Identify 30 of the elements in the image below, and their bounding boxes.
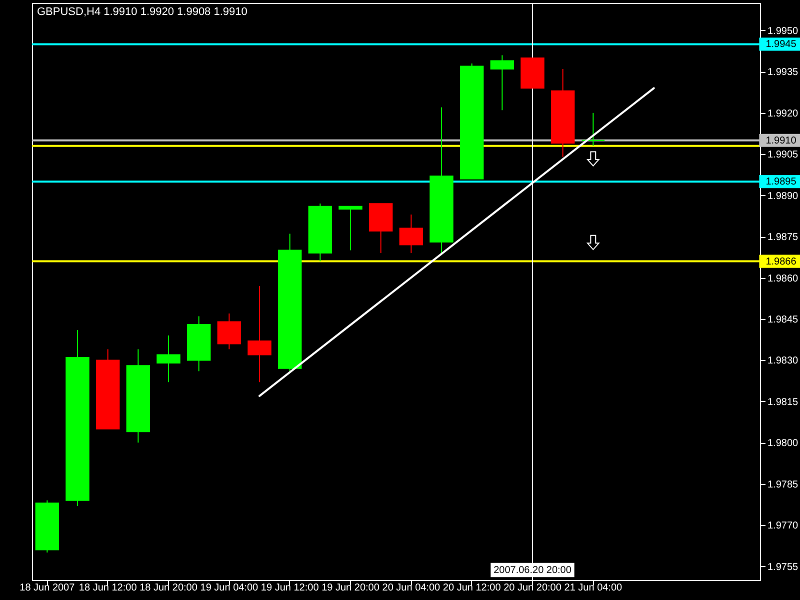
x-tick-label: 20 Jun 20:00 (504, 582, 562, 594)
x-tick-label: 19 Jun 04:00 (200, 582, 259, 594)
y-tick-label: 1.9755 (768, 562, 799, 573)
ref-line-label: 1.9895 (766, 176, 797, 188)
y-tick-label: 1.9800 (768, 438, 799, 450)
y-tick-label: 1.9770 (768, 520, 799, 532)
y-tick-label: 1.9830 (768, 356, 799, 367)
y-tick-label: 1.9785 (768, 479, 799, 490)
x-tick-label: 19 Jun 20:00 (322, 582, 380, 594)
ref-line-label: 1.9945 (766, 39, 797, 50)
x-tick-label: 18 Jun 2007 (20, 582, 76, 594)
ref-line-label: 2007.06.20 20:00 (494, 565, 572, 576)
y-tick-label: 1.9935 (768, 67, 799, 78)
y-tick-label: 1.9860 (768, 273, 799, 284)
x-tick-label: 18 Jun 12:00 (78, 582, 138, 594)
x-tick-label: 18 Jun 20:00 (140, 582, 198, 594)
ref-line-label: 1.9910 (766, 135, 797, 146)
y-tick-label: 1.9845 (768, 314, 799, 326)
x-tick-label: 20 Jun 04:00 (382, 582, 441, 594)
x-tick-label: 21 Jun 04:00 (564, 582, 623, 594)
y-tick-label: 1.9920 (768, 108, 799, 120)
x-tick-label: 20 Jun 12:00 (442, 582, 502, 594)
y-tick-label: 1.9815 (768, 396, 799, 408)
x-tick-label: 19 Jun 12:00 (260, 582, 320, 594)
ref-line-label: 1.9866 (766, 256, 797, 268)
y-tick-label: 1.9950 (768, 26, 799, 37)
y-tick-label: 1.9905 (768, 150, 799, 161)
y-tick-label: 1.9875 (768, 232, 799, 244)
chart-title: GBPUSD,H4 1.9910 1.9920 1.9908 1.9910 (37, 6, 248, 18)
y-tick-label: 1.9890 (768, 190, 799, 202)
